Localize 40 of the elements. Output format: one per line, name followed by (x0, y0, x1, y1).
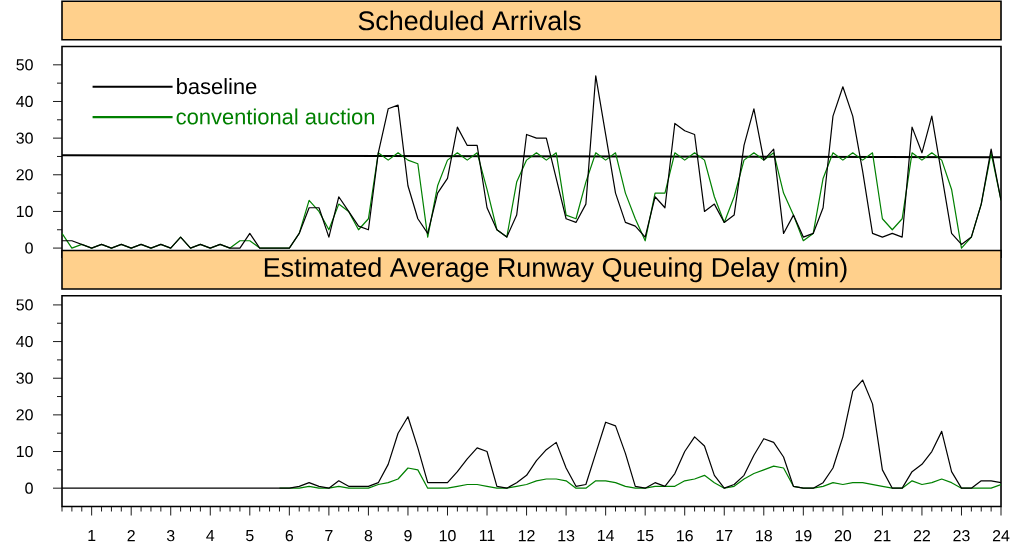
x-tick-label: 14 (597, 530, 615, 541)
x-tick-label: 17 (716, 530, 733, 541)
x-tick-label: 2 (127, 530, 135, 542)
x-tick-label: 22 (913, 530, 930, 542)
x-tick-label: 20 (834, 530, 852, 542)
y-tick-label: 10 (16, 445, 33, 458)
x-tick-label: 9 (404, 530, 412, 542)
x-tick-label: 13 (558, 530, 575, 542)
y-tick-label: 0 (25, 482, 33, 494)
y-tick-label: 30 (16, 372, 33, 384)
y-tick-label: 0 (25, 242, 33, 254)
y-tick-label: 30 (16, 132, 33, 144)
y-tick-label: 50 (16, 299, 33, 311)
x-tick-label: 24 (992, 530, 1010, 542)
x-tick-label: 21 (874, 530, 891, 542)
legend-label: conventional auction (176, 108, 375, 125)
x-tick-label: 7 (325, 530, 333, 541)
x-tick-label: 11 (479, 530, 495, 541)
x-tick-label: 4 (206, 530, 215, 541)
x-tick-label: 8 (364, 530, 373, 542)
x-tick-label: 1 (88, 530, 96, 541)
legend-label: baseline (177, 78, 257, 95)
x-tick-label: 18 (756, 530, 772, 542)
x-tick-label: 23 (953, 530, 970, 542)
y-tick-label: 20 (16, 409, 33, 421)
y-tick-label: 40 (16, 95, 33, 108)
chart-title: Estimated Average Runway Queuing Delay (min) (264, 257, 847, 283)
y-tick-label: 40 (16, 335, 33, 348)
y-tick-label: 50 (16, 59, 33, 71)
x-tick-label: 15 (637, 530, 654, 542)
y-tick-label: 20 (16, 169, 33, 181)
x-tick-label: 5 (246, 530, 254, 542)
y-tick-label: 10 (16, 205, 33, 218)
x-tick-label: 6 (285, 530, 294, 542)
x-tick-label: 19 (795, 530, 812, 542)
x-tick-label: 3 (166, 530, 175, 542)
x-tick-label: 10 (439, 530, 456, 542)
x-tick-label: 12 (518, 530, 535, 542)
chart-title: Scheduled Arrivals (358, 10, 581, 31)
x-tick-label: 16 (677, 530, 693, 542)
